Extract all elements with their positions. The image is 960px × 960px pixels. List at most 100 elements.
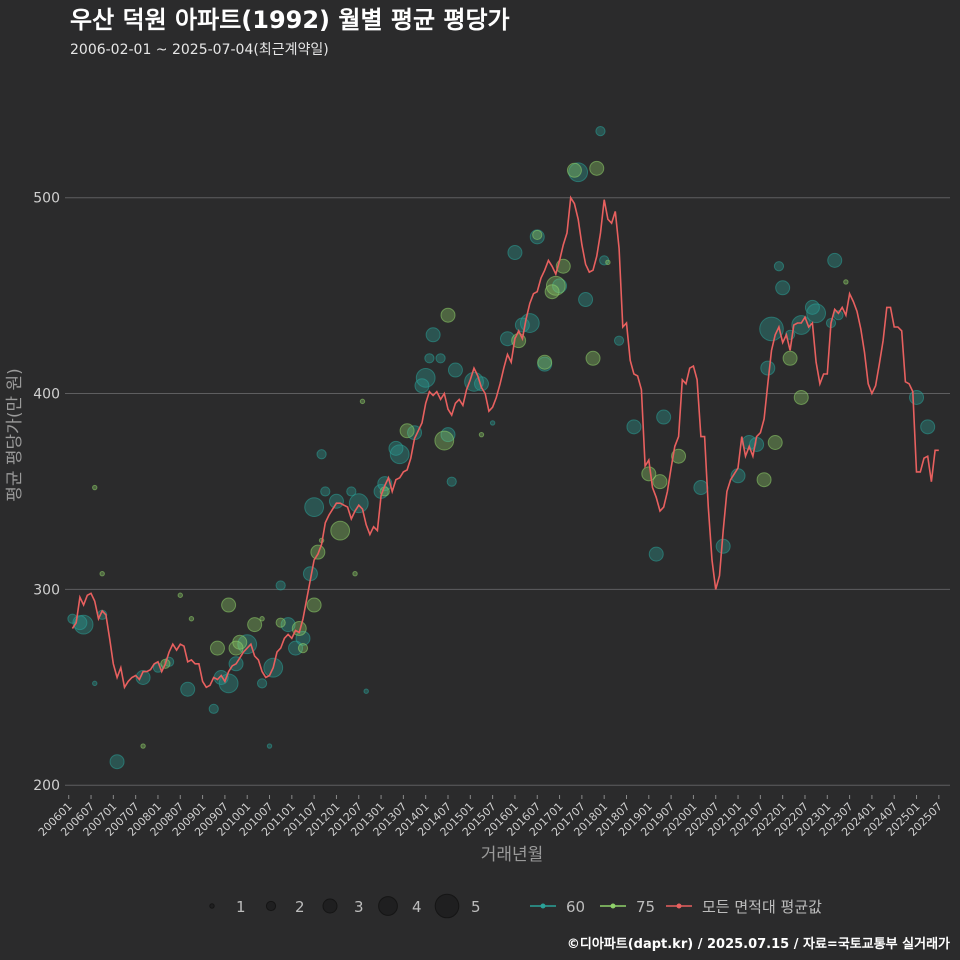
point-75: [589, 160, 605, 176]
point-60: [424, 353, 435, 364]
point-60: [363, 688, 369, 694]
point-60: [135, 670, 151, 685]
point-75: [537, 354, 553, 370]
y-tick-label: 200: [33, 778, 60, 794]
point-60: [626, 419, 642, 435]
point-60: [519, 313, 540, 333]
y-tick-label: 500: [33, 191, 60, 207]
point-60: [180, 681, 196, 697]
point-60: [320, 486, 331, 497]
series-legend-label: 모든 면적대 평균값: [702, 898, 822, 916]
point-60: [266, 743, 273, 749]
point-60: [92, 680, 98, 687]
point-75: [291, 621, 307, 637]
point-60: [552, 278, 568, 294]
point-75: [545, 275, 566, 296]
point-60: [328, 493, 344, 509]
legend: 1 2 3 4 5 60 75 모든 면적대 평균값: [209, 893, 822, 919]
point-75: [306, 597, 322, 613]
point-75: [99, 571, 105, 577]
point-60: [920, 419, 936, 435]
size-legend-label: 3: [354, 898, 364, 916]
point-75: [585, 350, 601, 366]
point-60: [473, 376, 489, 392]
chart-title: 우산 덕원 아파트(1992) 월별 평균 평당가: [70, 6, 510, 34]
average-price-line: [71, 195, 939, 690]
y-axis-ticks: 200 300 400 500: [33, 191, 60, 794]
point-75: [177, 592, 183, 598]
point-75: [843, 279, 849, 285]
point-60: [346, 486, 357, 497]
size-legend-label: 4: [412, 898, 422, 916]
series-legend-label: 60: [566, 898, 585, 916]
y-axis-label: 평균 평당가(만 원): [5, 368, 25, 502]
size-legend-dot: [209, 903, 215, 909]
point-60: [415, 367, 436, 388]
point-60: [295, 630, 311, 646]
y-tick-label: 400: [33, 387, 60, 403]
size-legend-dot: [378, 896, 398, 916]
x-axis-label: 거래년월: [481, 845, 544, 865]
point-60: [109, 754, 125, 770]
point-60: [806, 303, 827, 324]
y-tick-label: 300: [33, 582, 60, 598]
point-60: [256, 678, 268, 689]
point-75: [605, 259, 611, 266]
point-75: [92, 484, 98, 491]
point-60: [773, 261, 785, 272]
point-60: [447, 362, 463, 378]
size-legend-dot: [265, 900, 277, 912]
point-75: [641, 466, 657, 482]
point-75: [359, 398, 366, 405]
point-60: [693, 480, 709, 496]
size-legend-label: 5: [471, 898, 481, 916]
point-60: [775, 280, 791, 296]
point-60: [425, 327, 441, 343]
point-75: [652, 474, 668, 490]
point-60: [348, 493, 369, 514]
point-60: [316, 449, 327, 460]
point-75: [478, 431, 485, 438]
point-60: [446, 476, 457, 487]
point-75: [352, 571, 358, 577]
point-75: [756, 472, 772, 488]
point-60: [909, 389, 925, 405]
point-75: [566, 162, 582, 178]
point-75: [399, 423, 415, 439]
size-legend-label: 1: [236, 898, 246, 916]
gridlines: [65, 197, 950, 786]
size-legend-dot: [322, 898, 338, 914]
point-60: [613, 335, 625, 346]
point-75: [793, 389, 809, 405]
point-75: [221, 597, 237, 613]
series-legend-key-dot: [610, 903, 616, 909]
point-60: [275, 580, 286, 591]
point-75: [247, 617, 263, 633]
scatter-points: [67, 126, 936, 770]
point-60: [507, 245, 523, 261]
point-60: [489, 420, 496, 426]
chart-subtitle: 2006-02-01 ~ 2025-07-04(최근계약일): [70, 42, 329, 58]
point-75: [440, 307, 456, 323]
point-60: [648, 546, 664, 562]
size-legend-dot: [434, 893, 460, 919]
series-legend-key-dot: [540, 903, 546, 909]
point-60: [578, 292, 594, 308]
point-60: [656, 409, 672, 425]
size-legend-label: 2: [295, 898, 305, 916]
point-60: [304, 497, 325, 518]
point-75: [330, 520, 351, 541]
point-75: [782, 350, 798, 366]
point-60: [715, 538, 731, 554]
point-60: [827, 252, 843, 268]
point-60: [759, 316, 784, 342]
point-75: [532, 229, 543, 241]
point-75: [232, 634, 248, 650]
point-75: [259, 616, 265, 622]
point-75: [140, 743, 146, 749]
point-60: [208, 703, 219, 714]
point-75: [275, 617, 286, 628]
point-75: [188, 616, 195, 622]
